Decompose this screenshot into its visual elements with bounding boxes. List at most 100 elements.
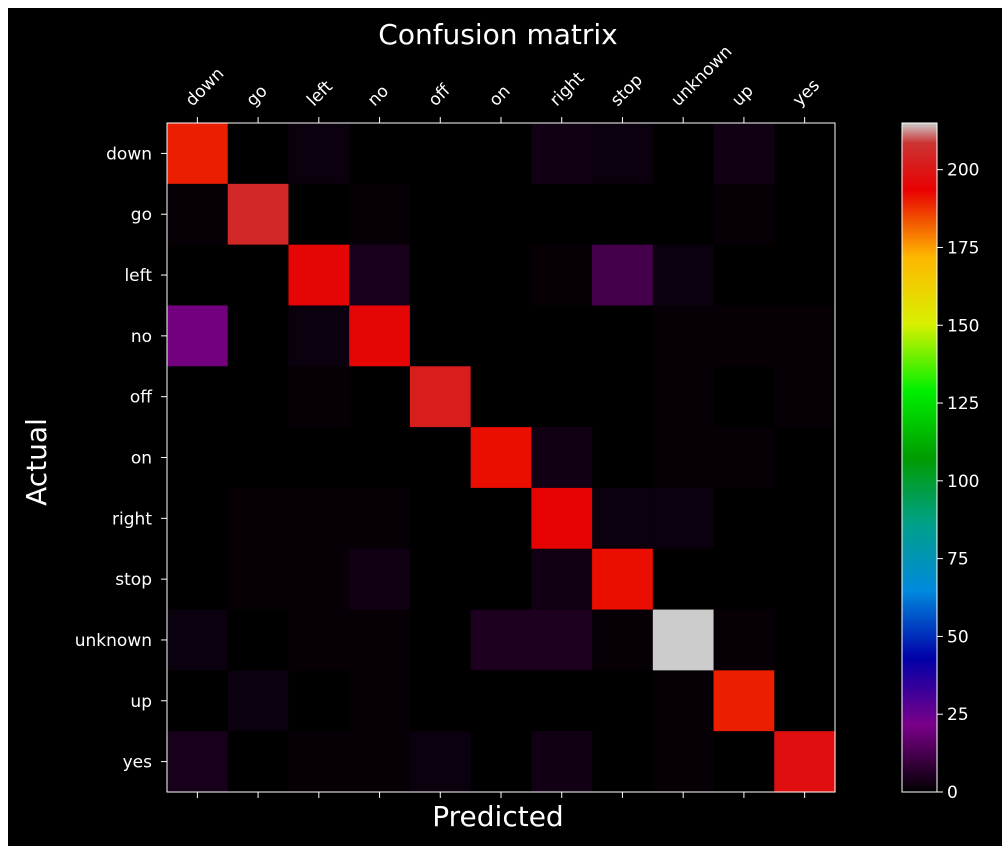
y-tick-label: no [131,327,152,347]
y-tick-label: left [124,266,152,286]
heatmap-cell [592,366,654,428]
heatmap-cell [531,548,593,611]
heatmap-cell [288,670,350,732]
heatmap-cell [652,183,715,246]
heatmap-cell [409,609,472,671]
heatmap-cell [713,183,775,246]
x-tick-label: yes [789,76,824,111]
heatmap-cell [167,366,229,428]
heatmap-cell [774,244,836,307]
heatmap-cell [167,305,229,367]
heatmap-cell [349,487,411,550]
heatmap-cell [592,123,654,185]
x-tick-label: up [728,81,757,110]
heatmap-cell [774,487,836,550]
colorbar-tick-label: 175 [947,238,979,258]
heatmap-cell [652,731,715,793]
heatmap-cell [774,731,836,793]
y-tick-group: down go left no off on right stop unknown up yes [75,144,167,773]
heatmap-cell [288,305,350,367]
heatmap-cell [470,731,532,793]
heatmap-cell [531,427,593,489]
heatmap-cell [774,670,836,732]
y-tick-label: down [106,144,152,164]
heatmap-cell [227,548,290,611]
heatmap-cell [227,366,290,428]
colorbar-tick-label: 25 [947,705,969,725]
heatmap-cell [531,183,593,246]
x-tick-label: off [425,80,456,111]
heatmap-cell [349,123,411,185]
heatmap-cell [531,487,593,550]
heatmap-cell [592,427,654,489]
heatmap-cell [652,548,715,611]
heatmap-cell [774,609,836,671]
heatmap-cell [470,548,532,611]
heatmap-cell [288,487,350,550]
chart-title: Confusion matrix [378,18,617,51]
heatmap-cell [774,548,836,611]
heatmap-cell [470,487,532,550]
heatmap-cell [409,123,472,185]
heatmap-cell [167,548,229,611]
heatmap-cell [227,123,290,185]
heatmap-cell [349,609,411,671]
heatmap-cell [167,487,229,550]
heatmap-cell [592,244,654,307]
y-tick-label: yes [123,753,153,773]
heatmap-cell [409,366,472,428]
heatmap-cell [409,305,472,367]
heatmap-cell [713,427,775,489]
heatmap-cell [774,123,836,185]
heatmap-cell [531,123,593,185]
heatmap-cell [531,244,593,307]
heatmap-cell [288,244,350,307]
heatmap-cell [531,670,593,732]
heatmap-cell [531,305,593,367]
x-tick-label: left [303,77,337,111]
heatmap-cell [774,427,836,489]
heatmap-cell [167,609,229,671]
heatmap-cell [167,670,229,732]
heatmap-cell [288,123,350,185]
heatmap-cell [349,670,411,732]
plot-frame [166,122,836,793]
heatmap-cell [592,305,654,367]
heatmap-cell [531,366,593,428]
heatmap-cell [227,670,290,732]
heatmap-cell [470,427,532,489]
heatmap-cell [470,366,532,428]
colorbar [901,122,938,793]
heatmap-cell [713,123,775,185]
heatmap-cell [713,548,775,611]
heatmap-cell [288,731,350,793]
heatmap-cell [227,305,290,367]
heatmap-cell [409,670,472,732]
heatmap-cell [167,123,229,185]
heatmap-cell [227,731,290,793]
heatmap-cell [227,183,290,246]
heatmap-cell [652,123,715,185]
heatmap-cell [288,609,350,671]
figure-background: Confusion matrix Predicted Actual down go… [8,8,1002,846]
heatmap-cell [227,609,290,671]
heatmap-cell [652,609,715,671]
colorbar-tick-label: 75 [947,550,969,570]
y-axis-label: Actual [20,418,53,506]
heatmap-cell [288,427,350,489]
heatmap-cell [349,731,411,793]
heatmap-cell [409,427,472,489]
heatmap-cell [774,305,836,367]
colorbar-tick-label: 50 [947,627,969,647]
heatmap-cell [349,427,411,489]
heatmap-cell [227,427,290,489]
heatmap-cell [774,183,836,246]
heatmap-cell [713,244,775,307]
heatmap-cell [409,731,472,793]
heatmap-cell [592,487,654,550]
x-tick-label: on [485,81,514,110]
heatmap-cell [288,366,350,428]
colorbar-tick-label: 100 [947,472,979,492]
x-tick-label: unknown [668,42,737,111]
x-tick-label: go [242,81,271,110]
